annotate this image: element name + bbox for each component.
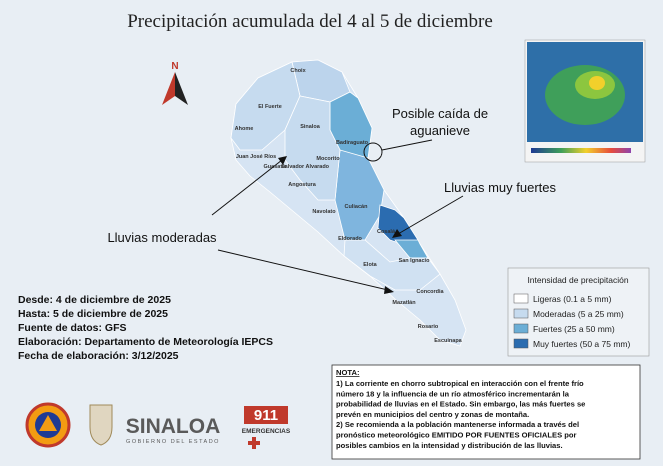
info-line: Elaboración: Departamento de Meteorologí… — [18, 336, 273, 348]
note-line: 2) Se recomienda a la población mantener… — [336, 420, 579, 429]
legend-label: Fuertes (25 a 50 mm) — [533, 324, 615, 334]
legend-title: Intensidad de precipitación — [527, 275, 628, 285]
municipality-label: San Ignacio — [399, 258, 431, 264]
municipality-label: Sinaloa — [300, 124, 321, 130]
legend-swatch — [513, 338, 529, 349]
municipality-label: Angostura — [288, 182, 316, 188]
compass: N — [162, 61, 188, 105]
municipality-label: Elota — [363, 262, 377, 268]
municipality-label: Eldorado — [338, 236, 362, 242]
arrow-head — [384, 286, 394, 294]
municipality-labels: Choix El Fuerte Ahome Sinaloa Juan José … — [235, 68, 463, 344]
municipality-label: Rosario — [418, 324, 439, 330]
municipality-label: Ahome — [235, 126, 254, 132]
municipality-label: Badiraguato — [336, 140, 369, 146]
note-title: NOTA: — [336, 368, 359, 377]
annotation: Posible caída de — [392, 106, 488, 121]
municipality-label: El Fuerte — [258, 104, 282, 110]
title: Precipitación acumulada del 4 al 5 de di… — [127, 11, 493, 32]
info-line: Hasta: 5 de diciembre de 2025 — [18, 308, 168, 320]
municipality-label: Choix — [290, 68, 306, 74]
note-line: probabilidad de lluvias en el Estado. Si… — [336, 400, 585, 409]
note-line: prevén en municipios del centro y zonas … — [336, 410, 529, 419]
note-line: número 18 y la influencia de un río atmo… — [336, 389, 570, 398]
arrow-head — [278, 156, 287, 165]
info-line: Fuente de datos: GFS — [18, 322, 127, 334]
legend-label: Ligeras (0.1 a 5 mm) — [533, 294, 612, 304]
state-map — [230, 59, 467, 347]
region-moderate — [343, 239, 441, 291]
annotation: Lluvias muy fuertes — [444, 180, 556, 195]
region-strong — [334, 149, 385, 241]
highlight-circle — [363, 142, 383, 162]
annotation-line — [217, 249, 389, 291]
region-moderate — [284, 95, 341, 201]
annotation-line — [381, 139, 433, 151]
legend-swatch — [513, 293, 529, 304]
municipality-label: Culiacán — [345, 204, 369, 210]
note-line: posibles cambios en la intensidad y dist… — [336, 441, 563, 450]
municipality-label: Concordia — [416, 289, 444, 295]
compass-label: N — [171, 61, 178, 72]
municipality-label: Navolato — [312, 209, 336, 215]
annotation: aguanieve — [410, 123, 470, 138]
note-line: 1) La corriente en chorro subtropical en… — [336, 379, 584, 388]
annotation: Lluvias moderadas — [107, 230, 217, 245]
legend-swatch — [513, 308, 529, 319]
annotation-line — [211, 159, 283, 216]
municipality-label: Mocorito — [316, 156, 340, 162]
legend-label: Muy fuertes (50 a 75 mm) — [533, 339, 630, 349]
emergency-number: 911 — [254, 407, 278, 424]
info-block: Desde: 4 de diciembre de 2025 Hasta: 5 d… — [18, 294, 273, 362]
municipality-label: Salvador Alvarado — [281, 164, 330, 170]
logos: SINALOA GOBIERNO DEL ESTADO 911 EMERGENC… — [25, 402, 291, 449]
legend: Intensidad de precipitación Ligeras (0.1… — [507, 267, 650, 357]
state-logo: SINALOA — [126, 415, 221, 438]
region-strong — [394, 239, 429, 259]
municipality-label: Guasave — [264, 164, 287, 170]
arrow-head — [392, 229, 402, 238]
municipality-label: Mazatlán — [392, 300, 416, 306]
municipality-label: Juan José Ríos — [236, 154, 276, 160]
emergency-label: EMERGENCIAS — [242, 428, 291, 435]
annotation-line — [397, 195, 464, 235]
municipality-label: Escuinapa — [434, 338, 462, 344]
legend-swatch — [513, 323, 529, 334]
info-line: Fecha de elaboración: 3/12/2025 — [18, 350, 179, 362]
legend-label: Moderadas (5 a 25 mm) — [533, 309, 624, 319]
government-logo: GOBIERNO DEL ESTADO — [126, 439, 220, 445]
info-line: Desde: 4 de diciembre de 2025 — [18, 294, 171, 306]
note: NOTA: 1) La corriente en chorro subtropi… — [331, 364, 641, 460]
municipality-label: Cosalá — [377, 229, 396, 235]
note-line: pronóstico meteorológico EMITIDO POR FUE… — [336, 431, 577, 440]
model-inset — [524, 39, 646, 163]
